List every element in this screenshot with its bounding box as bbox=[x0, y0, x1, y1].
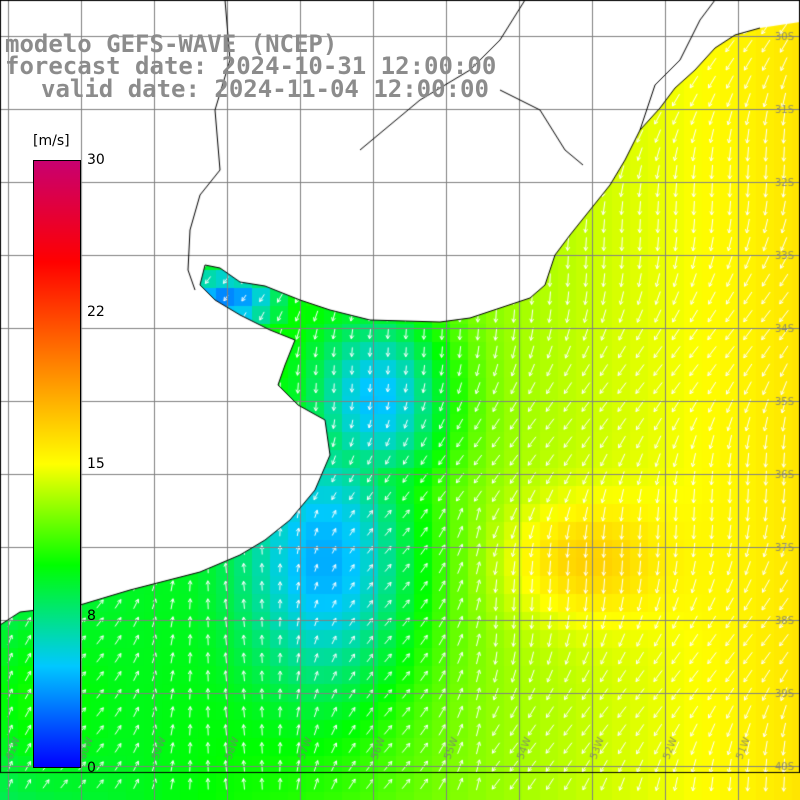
legend-tick-30: 30 bbox=[87, 152, 105, 168]
legend-unit: [m/s] bbox=[33, 133, 70, 149]
legend-tick-15: 15 bbox=[87, 456, 105, 472]
color-scale-bar bbox=[33, 160, 81, 768]
valid-date: valid date: 2024-11-04 12:00:00 bbox=[41, 75, 489, 103]
legend-tick-8: 8 bbox=[87, 608, 96, 624]
legend-tick-22: 22 bbox=[87, 304, 105, 320]
forecast-date: forecast date: 2024-10-31 12:00:00 bbox=[5, 52, 497, 80]
model-title: modelo GEFS-WAVE (NCEP) bbox=[5, 30, 338, 58]
legend-tick-0: 0 bbox=[87, 760, 96, 776]
